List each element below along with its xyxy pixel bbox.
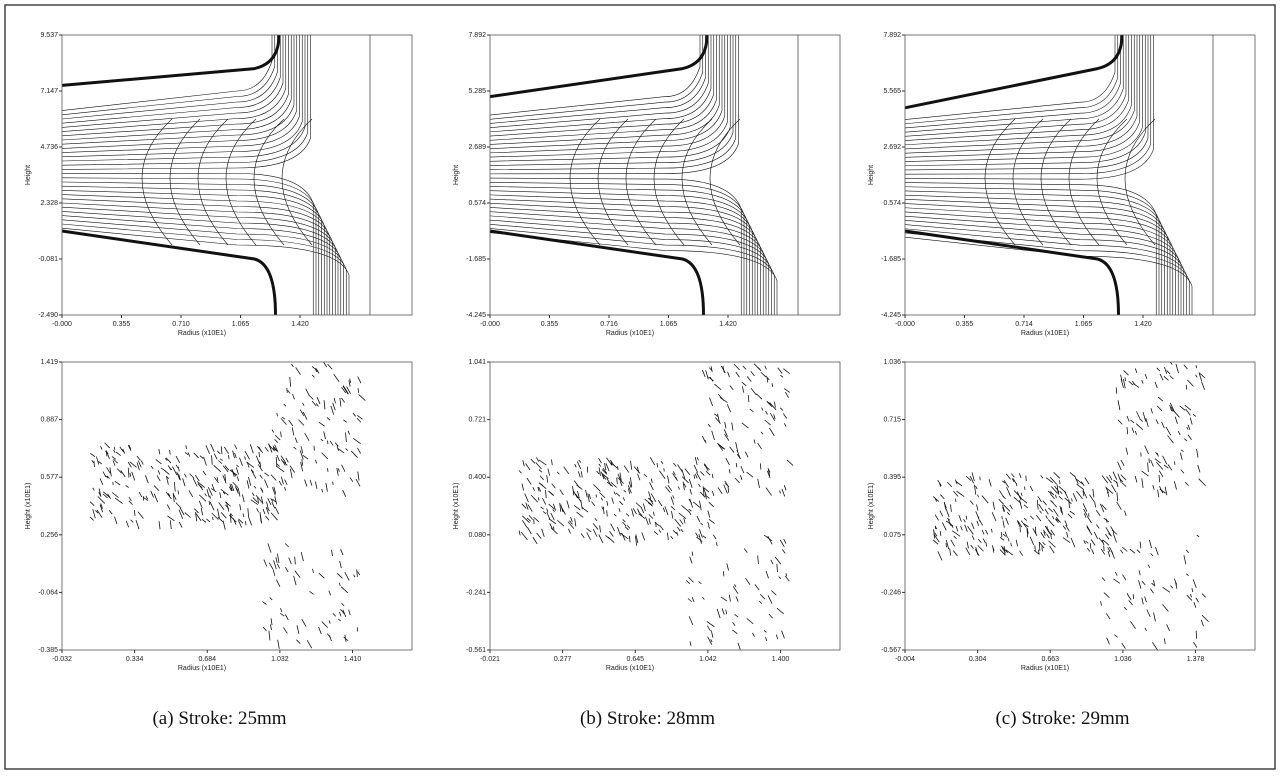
vector <box>664 468 665 471</box>
y-tick-label: 7.892 <box>883 32 901 39</box>
x-tick-label: 0.714 <box>1015 321 1033 328</box>
y-tick-label: 1.036 <box>883 359 901 366</box>
caption: (a) Stroke: 25mm <box>152 708 286 729</box>
y-axis-label: Height (x10E1) <box>25 483 32 530</box>
vector <box>245 521 246 525</box>
x-tick-label: 1.420 <box>1134 321 1152 328</box>
y-tick-label: 0.400 <box>468 474 486 481</box>
vector <box>277 413 278 416</box>
y-tick-label: 2.689 <box>468 144 486 151</box>
y-tick-label: 0.577 <box>40 474 58 481</box>
x-axis-label: Radius (x10E1) <box>606 665 654 672</box>
y-tick-label: 0.721 <box>468 417 486 424</box>
x-tick-label: 1.032 <box>271 656 289 663</box>
y-tick-label: 1.041 <box>468 359 486 366</box>
y-tick-label: 0.715 <box>883 417 901 424</box>
caption: (c) Stroke: 29mm <box>995 708 1129 729</box>
x-axis-label: Radius (x10E1) <box>1021 665 1069 672</box>
y-tick-label: 5.285 <box>468 88 486 95</box>
y-tick-label: 5.565 <box>883 88 901 95</box>
y-tick-label: -0.081 <box>38 256 58 263</box>
y-tick-label: 0.574 <box>883 200 901 207</box>
x-tick-label: 1.036 <box>1114 656 1132 663</box>
x-tick-label: 1.065 <box>232 321 250 328</box>
x-tick-label: 1.410 <box>344 656 362 663</box>
x-tick-label: 0.355 <box>113 321 131 328</box>
y-axis-label: Height <box>868 165 875 185</box>
y-tick-label: -0.241 <box>466 589 486 596</box>
x-tick-label: 1.042 <box>699 656 717 663</box>
vector <box>1159 475 1160 482</box>
vector <box>946 543 947 547</box>
x-tick-label: -0.000 <box>480 321 500 328</box>
y-tick-label: 0.080 <box>468 532 486 539</box>
x-tick-label: -0.000 <box>895 321 915 328</box>
y-tick-label: -0.385 <box>38 647 58 654</box>
vector <box>1116 387 1117 393</box>
x-tick-label: -0.004 <box>895 656 915 663</box>
y-tick-label: 0.574 <box>468 200 486 207</box>
y-tick-label: 4.736 <box>40 144 58 151</box>
x-axis-label: Radius (x10E1) <box>178 330 226 337</box>
y-tick-label: 1.419 <box>40 359 58 366</box>
x-tick-label: -0.000 <box>52 321 72 328</box>
y-tick-label: -1.685 <box>466 256 486 263</box>
vector <box>1042 546 1043 551</box>
x-tick-label: 0.716 <box>600 321 618 328</box>
y-tick-label: 2.328 <box>40 200 58 207</box>
x-tick-label: 1.420 <box>719 321 737 328</box>
x-tick-label: 1.378 <box>1187 656 1205 663</box>
y-tick-label: -0.246 <box>881 589 901 596</box>
y-tick-label: 7.892 <box>468 32 486 39</box>
y-tick-label: 7.147 <box>40 88 58 95</box>
frame <box>5 5 1275 769</box>
vector <box>213 517 214 520</box>
y-tick-label: 0.256 <box>40 532 58 539</box>
x-tick-label: 0.684 <box>198 656 216 663</box>
x-tick-label: 0.710 <box>172 321 190 328</box>
vector <box>1090 543 1091 549</box>
y-axis-label: Height <box>25 165 32 185</box>
y-tick-label: 0.395 <box>883 474 901 481</box>
vector <box>607 510 608 516</box>
y-tick-label: -4.245 <box>881 312 901 319</box>
vector <box>186 445 187 449</box>
y-tick-label: -4.245 <box>466 312 486 319</box>
vector <box>596 494 597 497</box>
y-tick-label: -0.561 <box>466 647 486 654</box>
y-tick-label: 0.075 <box>883 532 901 539</box>
x-axis-label: Radius (x10E1) <box>606 330 654 337</box>
y-axis-label: Height (x10E1) <box>453 483 460 530</box>
x-axis-label: Radius (x10E1) <box>1021 330 1069 337</box>
y-axis-label: Height <box>453 165 460 185</box>
y-tick-label: -0.567 <box>881 647 901 654</box>
x-tick-label: 0.334 <box>126 656 144 663</box>
x-tick-label: 1.420 <box>291 321 309 328</box>
y-tick-label: 2.692 <box>883 144 901 151</box>
x-tick-label: 0.355 <box>956 321 974 328</box>
x-tick-label: -0.032 <box>52 656 72 663</box>
y-tick-label: -2.490 <box>38 312 58 319</box>
x-tick-label: -0.021 <box>480 656 500 663</box>
caption: (b) Stroke: 28mm <box>580 708 715 729</box>
x-tick-label: 0.645 <box>626 656 644 663</box>
x-tick-label: 1.065 <box>1075 321 1093 328</box>
y-tick-label: 9.537 <box>40 32 58 39</box>
y-tick-label: 0.887 <box>40 417 58 424</box>
vector <box>178 490 179 494</box>
y-tick-label: -1.685 <box>881 256 901 263</box>
y-tick-label: -0.064 <box>38 589 58 596</box>
x-axis-label: Radius (x10E1) <box>178 665 226 672</box>
x-tick-label: 0.304 <box>969 656 987 663</box>
vector <box>94 461 95 467</box>
x-tick-label: 1.065 <box>660 321 678 328</box>
vector <box>1072 498 1073 501</box>
x-tick-label: 0.277 <box>554 656 572 663</box>
x-tick-label: 0.355 <box>541 321 559 328</box>
x-tick-label: 1.400 <box>772 656 790 663</box>
x-tick-label: 0.663 <box>1041 656 1059 663</box>
y-axis-label: Height (x10E1) <box>868 483 875 530</box>
